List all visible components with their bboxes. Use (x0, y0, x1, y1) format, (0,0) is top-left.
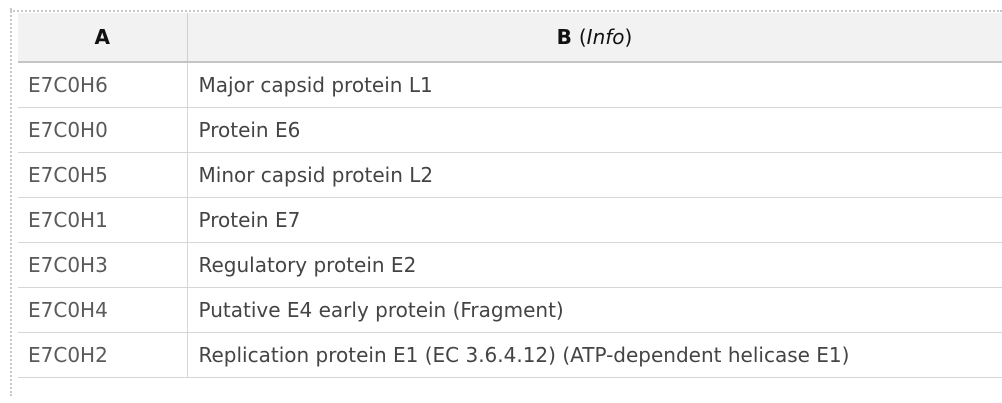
cell-b[interactable]: Regulatory protein E2 (187, 242, 1002, 288)
column-header-a[interactable]: A (18, 13, 188, 63)
left-dotted-guide (10, 8, 12, 396)
cell-b[interactable]: Minor capsid protein L2 (187, 152, 1002, 198)
table-row: E7C0H5 Minor capsid protein L2 (18, 152, 1002, 198)
column-header-b-label: B (556, 25, 572, 49)
cell-b[interactable]: Replication protein E1 (EC 3.6.4.12) (AT… (187, 332, 1002, 378)
table-row: E7C0H0 Protein E6 (18, 107, 1002, 153)
column-header-a-label: A (94, 25, 110, 49)
column-header-b-paren-close: ) (624, 25, 633, 49)
column-header-b-note: Info (586, 25, 625, 49)
cell-a[interactable]: E7C0H1 (18, 197, 188, 243)
cell-a[interactable]: E7C0H2 (18, 332, 188, 378)
cell-a[interactable]: E7C0H6 (18, 62, 188, 108)
table-row: E7C0H3 Regulatory protein E2 (18, 242, 1002, 288)
data-table: A B (Info) E7C0H6 Major capsid protein L… (18, 13, 1002, 378)
column-header-b-paren-open: ( (578, 25, 587, 49)
cell-a[interactable]: E7C0H3 (18, 242, 188, 288)
cell-b[interactable]: Protein E6 (187, 107, 1002, 153)
table-row: E7C0H2 Replication protein E1 (EC 3.6.4.… (18, 332, 1002, 378)
column-header-b[interactable]: B (Info) (187, 13, 1002, 63)
cell-b[interactable]: Putative E4 early protein (Fragment) (187, 287, 1002, 333)
cell-b[interactable]: Protein E7 (187, 197, 1002, 243)
header-row: A B (Info) (18, 13, 1002, 63)
cell-a[interactable]: E7C0H5 (18, 152, 188, 198)
top-dotted-guide (10, 10, 1002, 12)
cell-a[interactable]: E7C0H0 (18, 107, 188, 153)
table-row: E7C0H1 Protein E7 (18, 197, 1002, 243)
table-row: E7C0H4 Putative E4 early protein (Fragme… (18, 287, 1002, 333)
table-row: E7C0H6 Major capsid protein L1 (18, 62, 1002, 108)
cell-a[interactable]: E7C0H4 (18, 287, 188, 333)
cell-b[interactable]: Major capsid protein L1 (187, 62, 1002, 108)
